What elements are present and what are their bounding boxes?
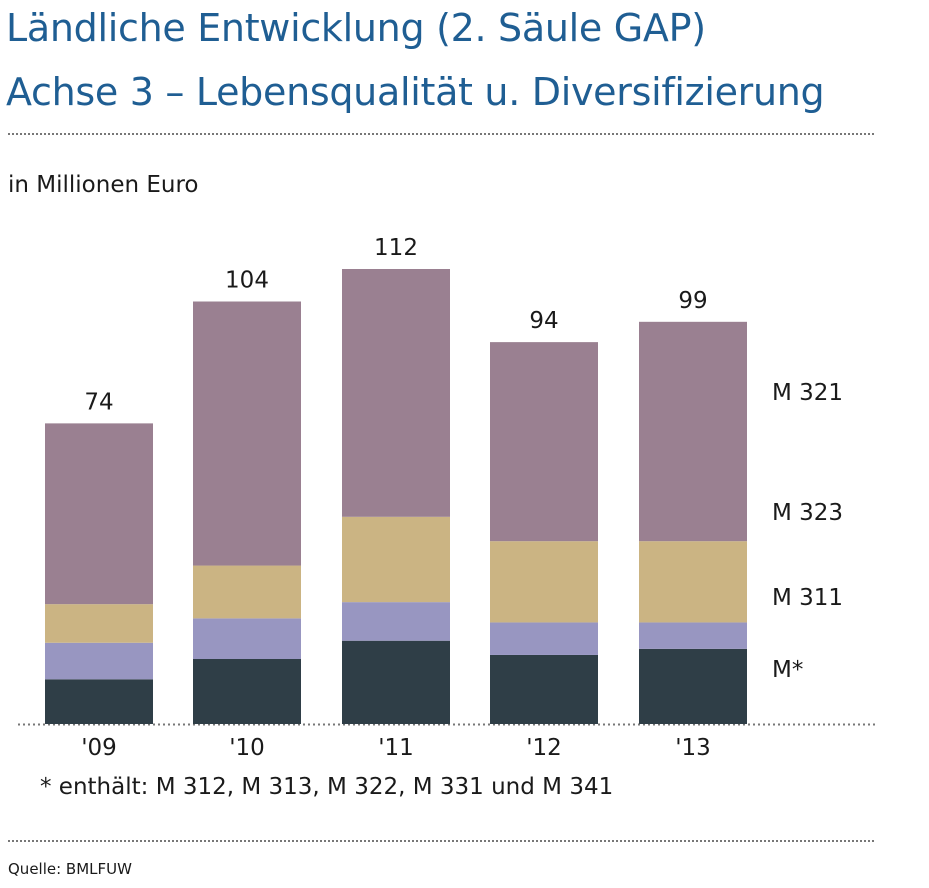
bar-segment-m323-4 — [639, 541, 747, 623]
category-label-4: '13 — [675, 735, 711, 761]
bar-segment-m-4 — [639, 648, 747, 724]
bar-segment-m-2 — [342, 640, 450, 724]
bar-segment-m311-3 — [490, 622, 598, 655]
total-label-0: 74 — [84, 389, 113, 415]
total-label-3: 94 — [529, 308, 558, 334]
bar-segment-m321-0 — [45, 423, 153, 605]
category-label-2: '11 — [378, 735, 414, 761]
bar-segment-m321-4 — [639, 321, 747, 542]
bar-segment-m311-0 — [45, 642, 153, 680]
category-label-3: '12 — [526, 735, 562, 761]
footnote: * enthält: M 312, M 313, M 322, M 331 un… — [40, 774, 614, 800]
chart-title-line-1: Ländliche Entwicklung (2. Säule GAP) — [6, 6, 706, 50]
bar-segment-m323-2 — [342, 516, 450, 603]
legend-label-m311: M 311 — [772, 585, 843, 611]
bar-segment-m323-0 — [45, 604, 153, 643]
bar-segment-m311-1 — [193, 618, 301, 659]
total-label-2: 112 — [374, 235, 418, 261]
bar-segment-m311-2 — [342, 602, 450, 641]
bar-segment-m321-3 — [490, 342, 598, 542]
bar-segment-m323-3 — [490, 541, 598, 623]
legend-label-m323: M 323 — [772, 500, 843, 526]
bar-segment-m321-1 — [193, 301, 301, 566]
category-label-0: '09 — [81, 735, 117, 761]
bar-segment-m-3 — [490, 654, 598, 724]
bar-segment-m311-4 — [639, 622, 747, 649]
legend-label-m: M* — [772, 657, 803, 683]
total-label-4: 99 — [678, 288, 707, 314]
category-label-1: '10 — [229, 735, 265, 761]
total-label-1: 104 — [225, 268, 269, 294]
bar-segment-m-0 — [45, 679, 153, 724]
bar-segment-m323-1 — [193, 565, 301, 619]
top-divider — [8, 133, 874, 135]
chart-title-line-2: Achse 3 – Lebensqualität u. Diversifizie… — [6, 70, 825, 114]
bar-segment-m-1 — [193, 659, 301, 724]
source-label: Quelle: BMLFUW — [8, 860, 132, 878]
bar-segment-m321-2 — [342, 269, 450, 517]
unit-label: in Millionen Euro — [8, 172, 199, 198]
bottom-divider — [8, 840, 874, 842]
legend-label-m321: M 321 — [772, 380, 843, 406]
